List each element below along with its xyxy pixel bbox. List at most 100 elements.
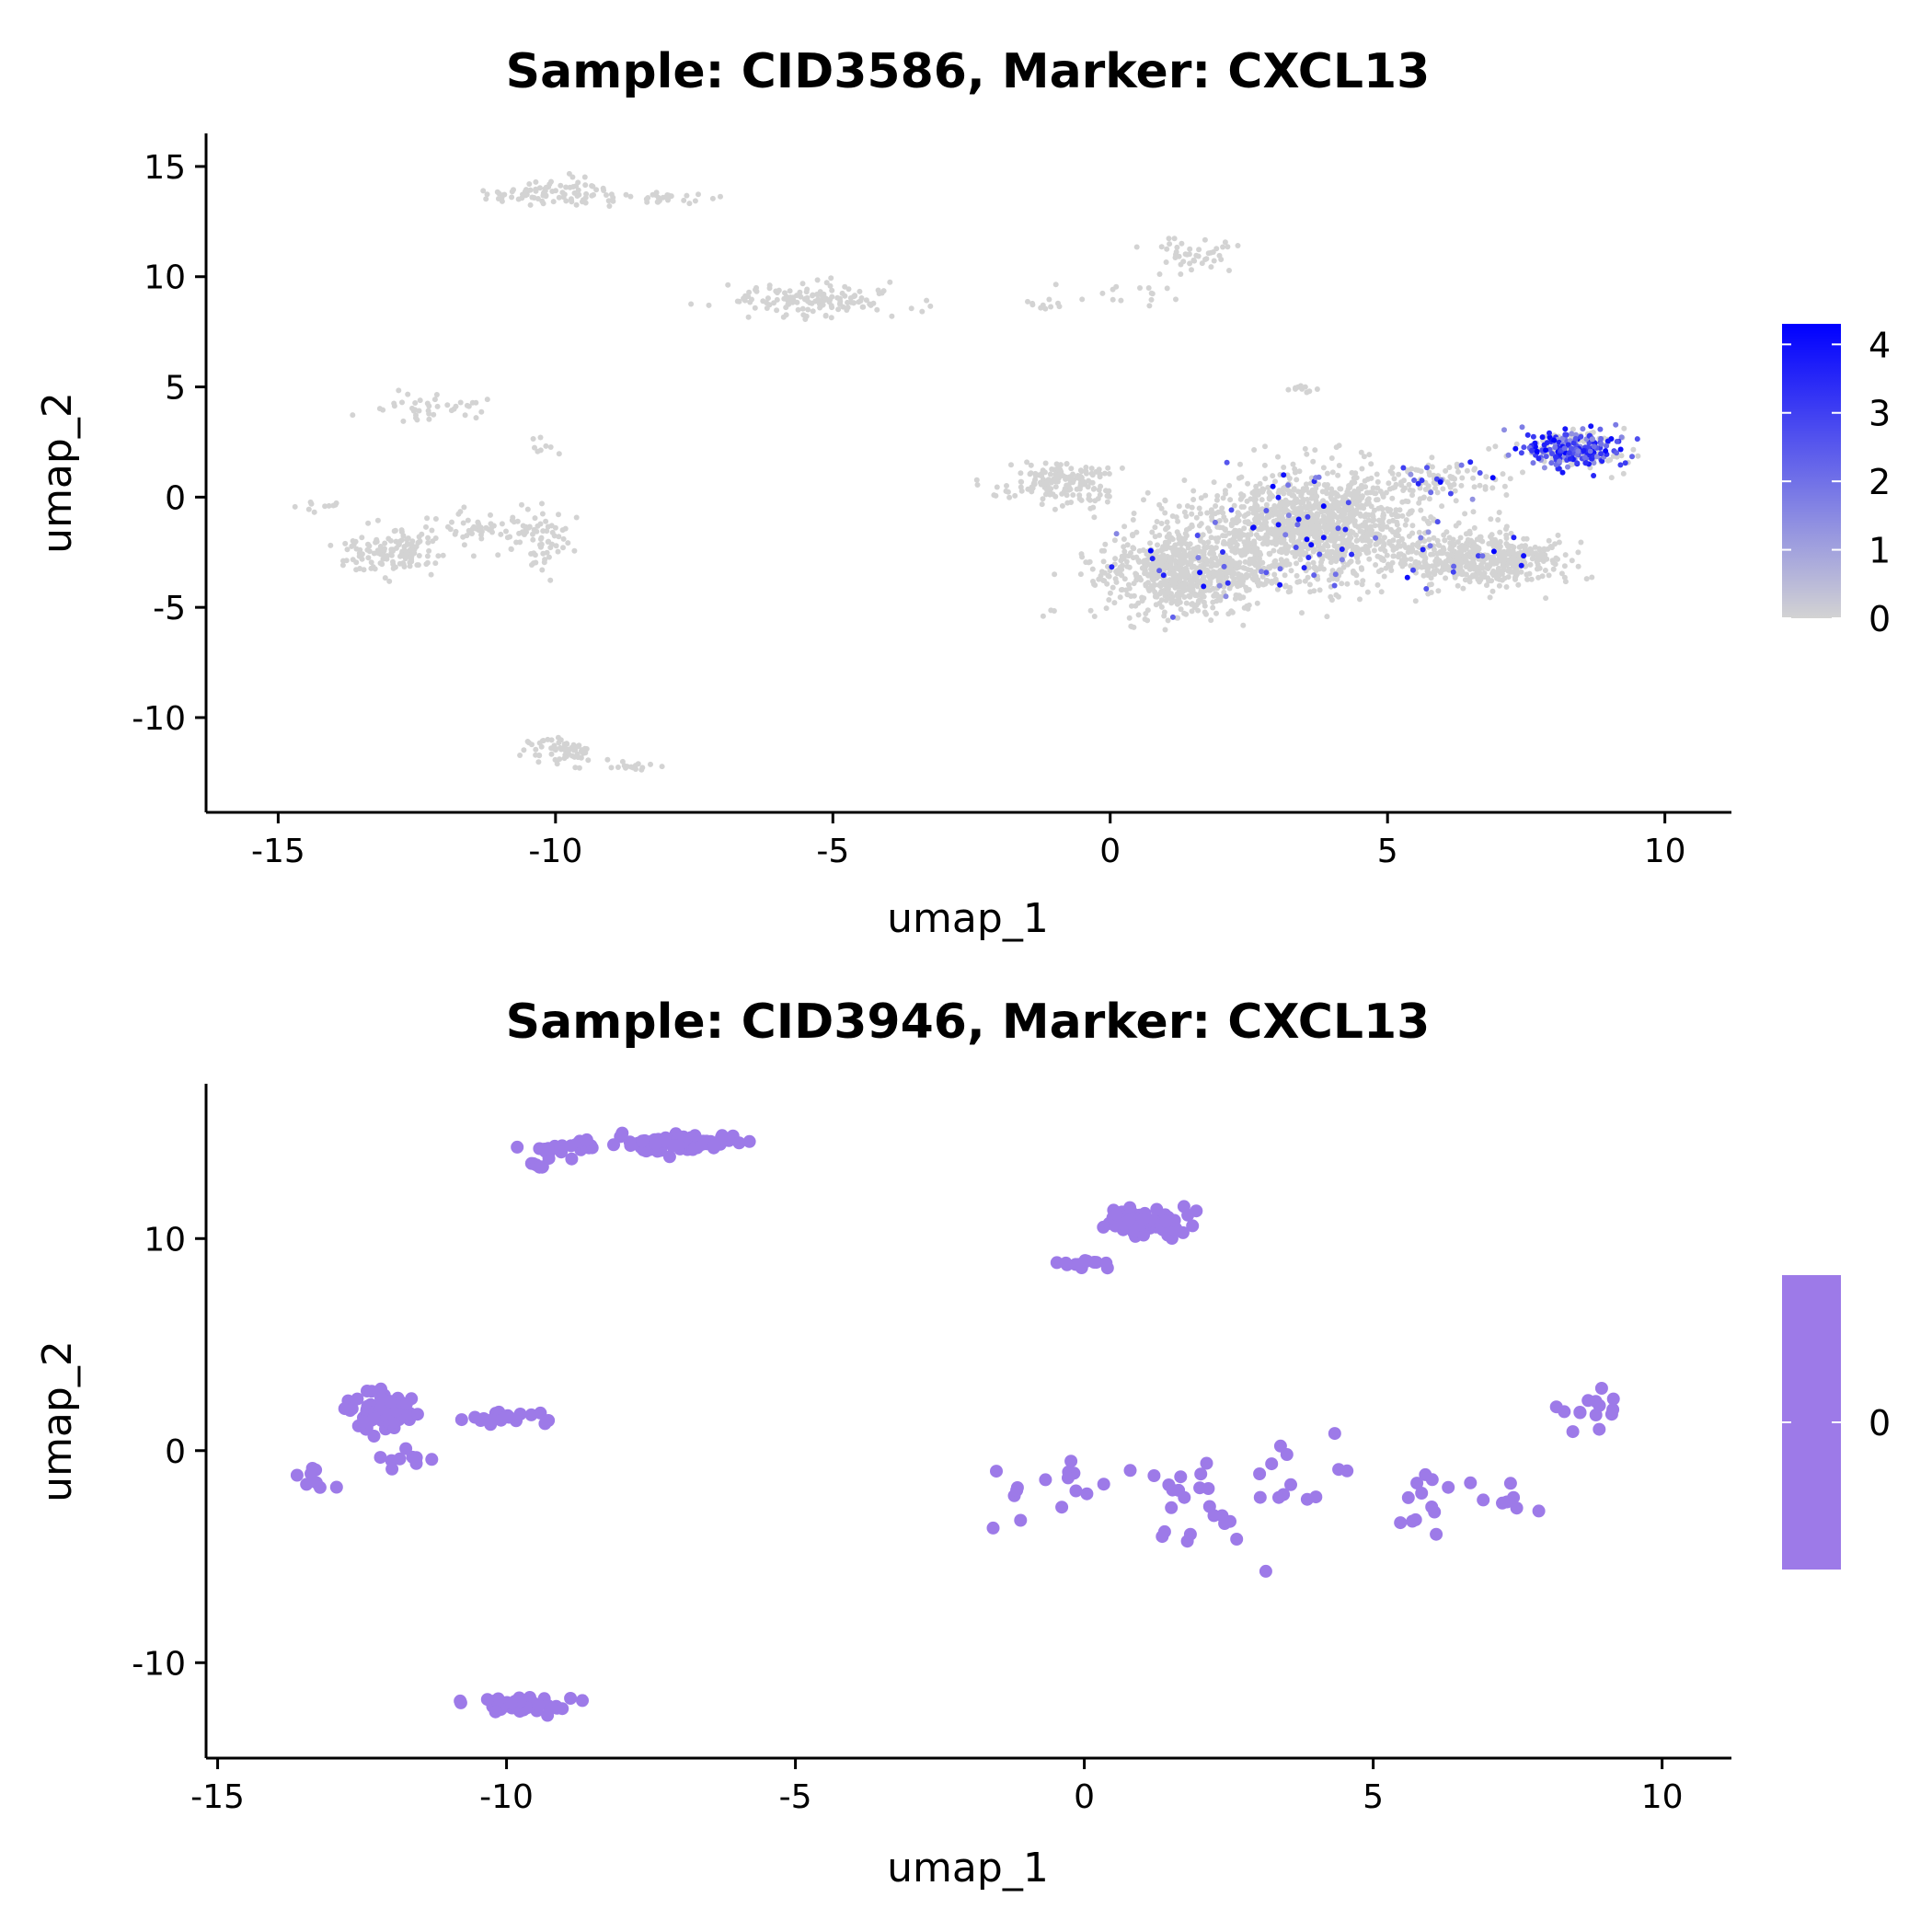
data-point bbox=[488, 512, 493, 518]
data-point bbox=[1484, 562, 1490, 569]
data-point bbox=[1289, 492, 1295, 499]
data-point bbox=[469, 531, 475, 536]
data-point bbox=[1216, 518, 1223, 523]
data-point bbox=[558, 737, 564, 743]
data-point bbox=[1295, 489, 1301, 495]
data-point bbox=[1504, 543, 1511, 549]
data-point bbox=[1189, 511, 1195, 517]
data-point bbox=[1200, 1456, 1213, 1470]
data-point bbox=[1183, 559, 1190, 565]
data-point bbox=[1078, 551, 1085, 558]
y-tick-label: 15 bbox=[144, 149, 186, 187]
data-point bbox=[773, 288, 779, 294]
data-point bbox=[1362, 477, 1368, 484]
data-point bbox=[1069, 1484, 1083, 1498]
data-point bbox=[1120, 562, 1125, 569]
data-point bbox=[1006, 494, 1013, 500]
data-point bbox=[1152, 564, 1158, 570]
data-point bbox=[1189, 267, 1194, 273]
data-point bbox=[1598, 451, 1604, 457]
data-point bbox=[1605, 457, 1611, 464]
data-point bbox=[1091, 514, 1098, 521]
data-point bbox=[543, 443, 549, 449]
data-point bbox=[1200, 576, 1206, 582]
data-point bbox=[834, 294, 841, 301]
data-point bbox=[1447, 490, 1454, 497]
data-point bbox=[1018, 470, 1024, 477]
data-point bbox=[1317, 587, 1323, 593]
data-point bbox=[1165, 617, 1171, 624]
data-point bbox=[1597, 426, 1604, 432]
data-point bbox=[1355, 558, 1362, 565]
data-point bbox=[1055, 1501, 1069, 1514]
data-point bbox=[1503, 492, 1510, 498]
data-point bbox=[1533, 551, 1539, 558]
data-point bbox=[1025, 298, 1030, 305]
data-point bbox=[529, 742, 535, 748]
data-point bbox=[1162, 497, 1168, 503]
data-point bbox=[560, 535, 567, 542]
data-point bbox=[1254, 580, 1260, 586]
data-point bbox=[408, 556, 415, 562]
data-point bbox=[1246, 602, 1252, 608]
data-point bbox=[1284, 1478, 1297, 1491]
data-point bbox=[398, 527, 405, 534]
data-point bbox=[461, 542, 467, 548]
data-point bbox=[1248, 505, 1254, 512]
data-point bbox=[1173, 296, 1179, 303]
data-point bbox=[1144, 607, 1151, 614]
data-point bbox=[480, 1693, 494, 1707]
data-point bbox=[1158, 521, 1165, 526]
data-point bbox=[1150, 586, 1156, 592]
data-point bbox=[1521, 444, 1527, 451]
data-point bbox=[795, 306, 801, 313]
data-point bbox=[1187, 246, 1193, 252]
data-point bbox=[1213, 545, 1219, 551]
data-point bbox=[392, 527, 398, 534]
data-point bbox=[1539, 434, 1546, 441]
data-point bbox=[1299, 385, 1305, 392]
data-point bbox=[1424, 465, 1430, 471]
data-point bbox=[1512, 445, 1519, 452]
data-point bbox=[1272, 558, 1279, 564]
data-point bbox=[1121, 548, 1128, 555]
x-tick-label: 0 bbox=[1074, 1778, 1095, 1816]
data-point bbox=[349, 543, 355, 549]
data-point bbox=[1106, 597, 1112, 603]
data-point bbox=[1210, 249, 1216, 255]
data-point bbox=[766, 302, 773, 308]
data-point bbox=[1077, 571, 1084, 578]
data-point bbox=[530, 436, 536, 442]
data-point bbox=[1245, 546, 1251, 552]
data-point bbox=[1357, 596, 1363, 603]
data-point bbox=[575, 187, 581, 193]
data-point bbox=[326, 502, 332, 509]
data-point bbox=[1074, 486, 1080, 492]
data-point bbox=[1598, 435, 1604, 442]
data-point bbox=[1169, 614, 1176, 620]
data-point bbox=[1320, 566, 1327, 572]
chart-title: Sample: CID3946, Marker: CXCL13 bbox=[506, 995, 1431, 1050]
data-point bbox=[1450, 569, 1456, 575]
data-point bbox=[1561, 445, 1568, 452]
data-point bbox=[1294, 560, 1299, 567]
data-point bbox=[1417, 485, 1423, 491]
data-point bbox=[1593, 454, 1600, 460]
data-point bbox=[1435, 588, 1442, 594]
data-point bbox=[353, 546, 360, 552]
data-point bbox=[1285, 516, 1292, 523]
data-point bbox=[789, 299, 796, 305]
data-point bbox=[1320, 535, 1327, 541]
data-point bbox=[1435, 542, 1442, 548]
data-point bbox=[1241, 504, 1247, 510]
data-point bbox=[1101, 569, 1108, 576]
data-point bbox=[1559, 469, 1566, 476]
chart-title: Sample: CID3586, Marker: CXCL13 bbox=[506, 44, 1431, 99]
data-point bbox=[607, 1138, 620, 1152]
data-point bbox=[532, 444, 537, 451]
data-point bbox=[1099, 1256, 1113, 1270]
data-point bbox=[1070, 492, 1076, 498]
data-point bbox=[1156, 532, 1163, 538]
data-point bbox=[1314, 519, 1320, 525]
data-point bbox=[1394, 513, 1399, 520]
